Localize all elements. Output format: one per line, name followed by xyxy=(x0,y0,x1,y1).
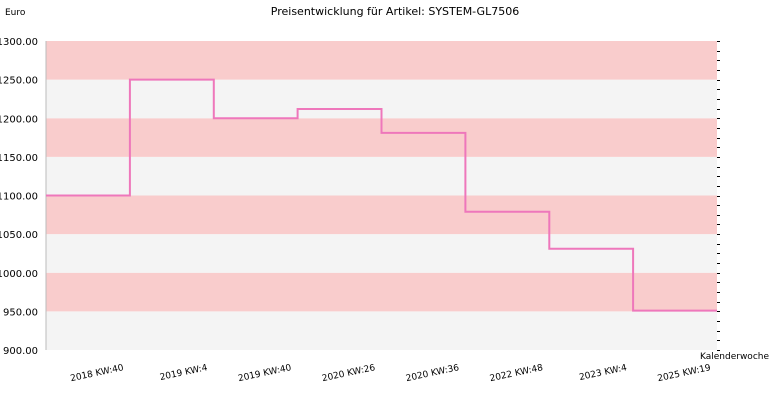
chart-title: Preisentwicklung für Artikel: SYSTEM-GL7… xyxy=(271,5,519,18)
plot-background-bands xyxy=(45,41,720,351)
x-axis-ticks: 2018 KW:40 2019 KW:4 2019 KW:40 2020 KW:26 2… xyxy=(70,363,712,384)
plot-band xyxy=(46,272,717,312)
x-tick-label: 2025 KW:19 xyxy=(657,363,712,384)
y-tick-label: 1250.00 xyxy=(0,76,38,87)
plot-band xyxy=(46,311,717,350)
x-tick-label: 2022 KW:48 xyxy=(489,363,544,384)
y-axis-label: Euro xyxy=(5,8,26,18)
x-tick-label: 2018 KW:40 xyxy=(70,363,125,384)
plot-band xyxy=(46,234,717,273)
y-tick-label: 1000.00 xyxy=(0,269,38,280)
x-tick-label: 2019 KW:4 xyxy=(159,363,209,383)
plot-band xyxy=(46,195,717,235)
y-tick-label: 1150.00 xyxy=(0,153,38,164)
price-step-line xyxy=(46,78,717,312)
y-axis-ticks: 900.00 950.00 1000.00 1050.00 1100.00 1150.00… xyxy=(0,37,38,357)
x-axis-label: Kalenderwoche xyxy=(700,352,769,362)
y-tick-label: 900.00 xyxy=(3,346,38,357)
x-tick-label: 2020 KW:36 xyxy=(405,363,460,384)
plot-band xyxy=(46,156,717,196)
y-tick-label: 1300.00 xyxy=(0,37,38,48)
price-series xyxy=(46,78,717,312)
y-tick-label: 1100.00 xyxy=(0,192,38,203)
plot-band xyxy=(46,41,717,80)
x-tick-label: 2019 KW:40 xyxy=(237,363,292,384)
y-tick-label: 950.00 xyxy=(3,307,38,318)
x-tick-label: 2020 KW:26 xyxy=(321,363,376,384)
x-tick-label: 2023 KW:4 xyxy=(578,363,628,383)
y-tick-label: 1050.00 xyxy=(0,230,38,241)
y-tick-label: 1200.00 xyxy=(0,114,38,125)
